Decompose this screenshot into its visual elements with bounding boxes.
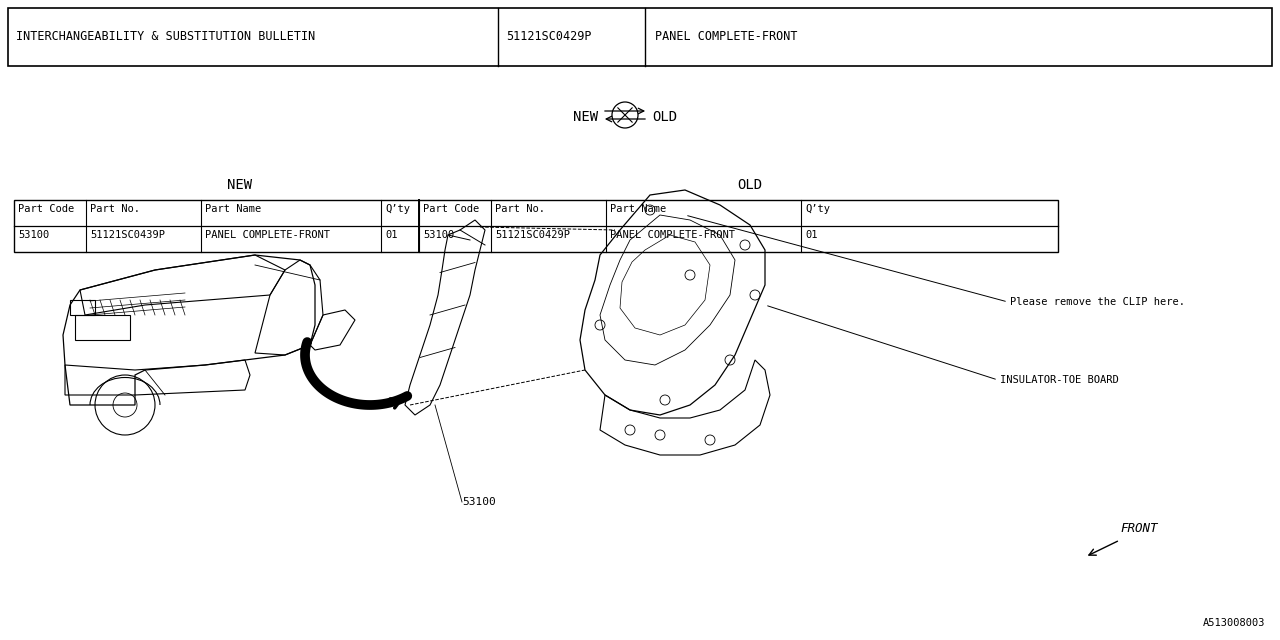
Text: Part Code: Part Code: [422, 204, 479, 214]
Text: INSULATOR-TOE BOARD: INSULATOR-TOE BOARD: [1000, 375, 1119, 385]
Text: INTERCHANGEABILITY & SUBSTITUTION BULLETIN: INTERCHANGEABILITY & SUBSTITUTION BULLET…: [15, 31, 315, 44]
Text: PANEL COMPLETE-FRONT: PANEL COMPLETE-FRONT: [611, 230, 735, 240]
Text: 53100: 53100: [462, 497, 495, 507]
Text: 01: 01: [385, 230, 398, 240]
Text: NEW: NEW: [228, 178, 252, 192]
Text: Q’ty: Q’ty: [385, 204, 410, 214]
Text: 53100: 53100: [422, 230, 454, 240]
Text: Part No.: Part No.: [90, 204, 140, 214]
Text: Part Name: Part Name: [611, 204, 667, 214]
Text: 51121SC0429P: 51121SC0429P: [495, 230, 570, 240]
Text: 01: 01: [805, 230, 818, 240]
Text: OLD: OLD: [652, 110, 677, 124]
Text: Q’ty: Q’ty: [805, 204, 829, 214]
Text: A513008003: A513008003: [1202, 618, 1265, 628]
Text: Part No.: Part No.: [495, 204, 545, 214]
Text: 51121SC0439P: 51121SC0439P: [90, 230, 165, 240]
Bar: [76, 315, 131, 340]
Bar: [70, 300, 95, 315]
Text: Please remove the CLIP here.: Please remove the CLIP here.: [1010, 297, 1185, 307]
Text: 53100: 53100: [18, 230, 49, 240]
Text: FRONT: FRONT: [1120, 522, 1157, 535]
Text: NEW: NEW: [573, 110, 598, 124]
Text: PANEL COMPLETE-FRONT: PANEL COMPLETE-FRONT: [655, 31, 797, 44]
Text: 51121SC0429P: 51121SC0429P: [506, 31, 591, 44]
Text: PANEL COMPLETE-FRONT: PANEL COMPLETE-FRONT: [205, 230, 330, 240]
Text: Part Name: Part Name: [205, 204, 261, 214]
Text: OLD: OLD: [737, 178, 763, 192]
Text: Part Code: Part Code: [18, 204, 74, 214]
Bar: [14, 200, 1059, 252]
Bar: [8, 8, 1272, 66]
